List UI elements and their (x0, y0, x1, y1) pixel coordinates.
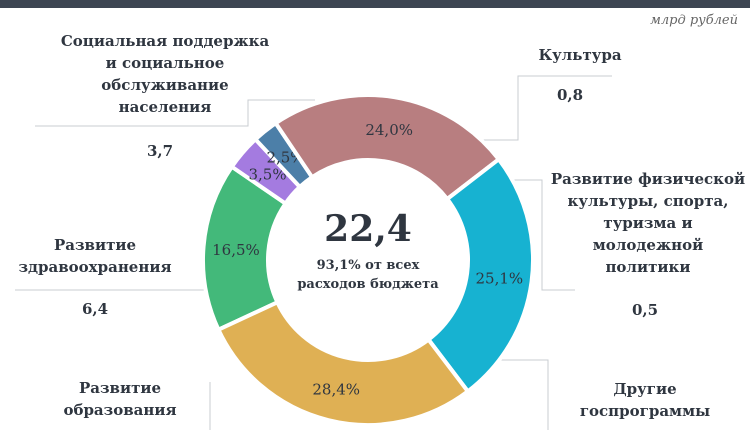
slice-education (425, 156, 535, 395)
label-social-support-l4: населения (118, 98, 212, 116)
label-other: Другие госпрограммы (560, 378, 730, 422)
label-education: Развитие образования (45, 377, 195, 421)
value-sport: 0,5 (631, 301, 659, 319)
label-social-support-l1: Социальная поддержка (60, 32, 270, 50)
label-other-l2: госпрограммы (579, 402, 711, 420)
value-culture: 0,8 (556, 86, 584, 104)
value-social-support: 3,7 (146, 142, 174, 160)
label-healthcare-l2: здравоохранения (18, 258, 172, 276)
label-healthcare: Развитие здравоохранения (15, 234, 175, 278)
center-subtitle-line2: расходов бюджета (297, 277, 439, 292)
leader-line-social-support (35, 99, 315, 127)
slice-healthcare (215, 299, 471, 427)
label-sport-l5: политики (605, 258, 691, 276)
label-sport: Развитие физической культуры, спорта, ту… (548, 168, 748, 278)
center-total: 22,4 (324, 208, 412, 250)
slice-label-social-support: 16,5% (212, 241, 260, 259)
label-sport-l4: молодежной (592, 236, 704, 254)
leader-line-sport (492, 179, 575, 291)
center-subtitle-line1: 93,1% от всех (316, 258, 420, 273)
leader-line-other (488, 359, 549, 430)
label-other-l1: Другие (613, 380, 677, 398)
label-social-support: Социальная поддержка и социальное обслуж… (40, 30, 290, 118)
leader-line-culture (470, 75, 612, 141)
label-education-l2: образования (63, 401, 177, 419)
label-healthcare-l1: Развитие (53, 236, 137, 254)
slice-other (272, 93, 502, 202)
label-social-support-l3: обслуживание (101, 76, 229, 94)
label-sport-l1: Развитие физической (550, 170, 746, 188)
value-healthcare: 6,4 (81, 300, 109, 318)
center-subtitle: 93,1% от всех расходов бюджета (268, 256, 468, 294)
slice-label-healthcare: 28,4% (312, 381, 360, 399)
label-education-l1: Развитие (78, 379, 162, 397)
slice-label-other: 24,0% (365, 121, 413, 139)
slice-label-education: 25,1% (476, 269, 524, 287)
top-bar (0, 0, 750, 8)
label-sport-l3: туризма и (603, 214, 693, 232)
label-sport-l2: культуры, спорта, (567, 192, 729, 210)
slice-label-culture: 3,5% (248, 166, 286, 184)
label-culture: Культура (538, 46, 622, 64)
label-social-support-l2: и социальное (105, 54, 225, 72)
unit-label: млрд рублей (650, 13, 738, 28)
